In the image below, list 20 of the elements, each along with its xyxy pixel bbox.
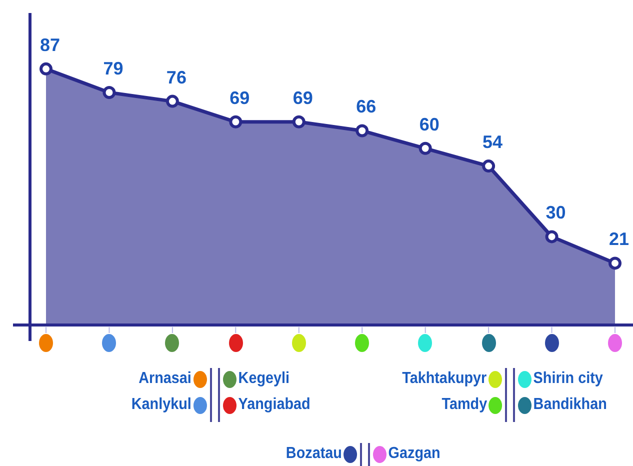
text: Shirin city: [533, 370, 603, 388]
data-label: 79: [103, 58, 124, 78]
text: Kanlykul: [132, 396, 192, 414]
data-label: 54: [482, 132, 503, 152]
data-label: 87: [40, 34, 60, 55]
text: Takhtakupyr: [402, 370, 487, 388]
text: Yangiabad: [238, 396, 310, 414]
data-label: 66: [356, 96, 376, 117]
data-label: 69: [230, 88, 250, 108]
text: Arnasai: [138, 370, 192, 388]
data-label: 76: [166, 67, 186, 88]
text: Bozatau: [286, 445, 342, 463]
data-label: 30: [546, 202, 566, 223]
data-label: 21: [608, 229, 630, 250]
text: Bandikhan: [533, 396, 607, 414]
text: Tamdy: [441, 396, 487, 414]
text: Kegeyli: [238, 370, 290, 388]
data-label: 60: [419, 114, 440, 134]
data-label: 69: [292, 88, 313, 108]
text: Gazgan: [388, 445, 440, 463]
